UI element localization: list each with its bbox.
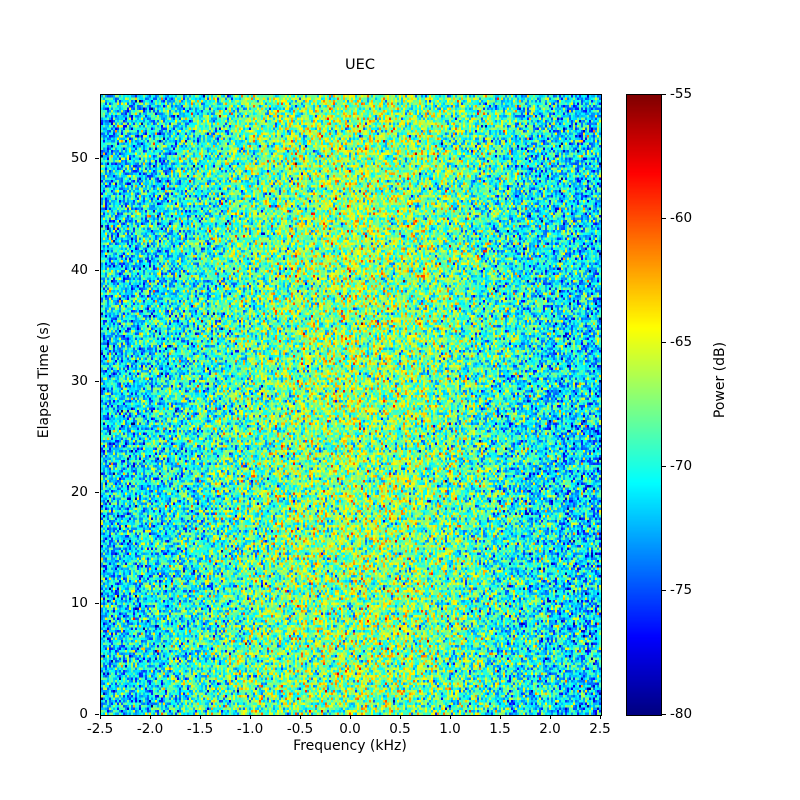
y-tick-mark <box>95 269 99 271</box>
y-tick-label: 10 <box>70 594 88 611</box>
y-tick-mark <box>95 602 99 604</box>
y-axis-label: Elapsed Time (s) <box>36 321 52 439</box>
y-tick-label: 30 <box>70 372 88 389</box>
y-tick-label: 50 <box>70 150 88 167</box>
x-tick-label: 0.0 <box>339 721 361 737</box>
x-tick-mark <box>400 715 401 719</box>
x-tick-label: -2.5 <box>86 721 114 737</box>
y-tick-label: 0 <box>79 706 88 722</box>
spectrogram-plot-area[interactable] <box>100 94 602 716</box>
x-tick-mark <box>600 715 601 719</box>
colorbar-tick-label: -60 <box>670 210 693 226</box>
x-tick-label: -0.5 <box>286 721 314 737</box>
y-tick-mark <box>95 491 99 493</box>
x-tick-label: 0.5 <box>389 721 411 737</box>
colorbar-tick-mark <box>662 94 666 95</box>
colorbar-tick-mark <box>662 218 666 219</box>
x-tick-label: -1.5 <box>186 721 214 737</box>
colorbar-tick-label: -75 <box>670 582 693 598</box>
x-tick-label: 2.5 <box>589 721 611 737</box>
y-tick-mark <box>95 158 99 160</box>
y-tick-label: 20 <box>70 483 88 500</box>
x-tick-mark <box>150 715 151 719</box>
y-tick-mark <box>95 380 99 382</box>
x-tick-label: -1.0 <box>236 721 264 737</box>
y-tick-mark <box>95 714 99 715</box>
x-tick-mark <box>500 715 501 719</box>
x-axis-label: Frequency (kHz) <box>293 738 407 754</box>
colorbar <box>626 94 662 716</box>
colorbar-tick-label: -70 <box>670 458 693 474</box>
title-line-station: UEC <box>345 57 375 73</box>
colorbar-gradient <box>627 95 661 715</box>
x-tick-label: 1.5 <box>489 721 511 737</box>
x-tick-label: 2.0 <box>539 721 561 737</box>
colorbar-tick-mark <box>662 466 666 467</box>
colorbar-tick-mark <box>662 714 666 715</box>
y-tick-label: 40 <box>70 261 88 278</box>
x-tick-mark <box>250 715 251 719</box>
x-tick-mark <box>100 715 101 719</box>
colorbar-label: Power (dB) <box>712 341 728 419</box>
x-tick-mark <box>200 715 201 719</box>
colorbar-tick-label: -55 <box>670 86 693 102</box>
colorbar-tick-mark <box>662 342 666 343</box>
x-tick-mark <box>550 715 551 719</box>
colorbar-tick-mark <box>662 590 666 591</box>
x-tick-mark <box>450 715 451 719</box>
colorbar-tick-label: -80 <box>670 706 693 722</box>
x-tick-mark <box>300 715 301 719</box>
spectrogram-image <box>101 95 601 715</box>
x-tick-label: 1.0 <box>439 721 461 737</box>
colorbar-tick-label: -65 <box>670 334 693 350</box>
x-tick-mark <box>350 715 351 719</box>
x-tick-label: -2.0 <box>136 721 164 737</box>
